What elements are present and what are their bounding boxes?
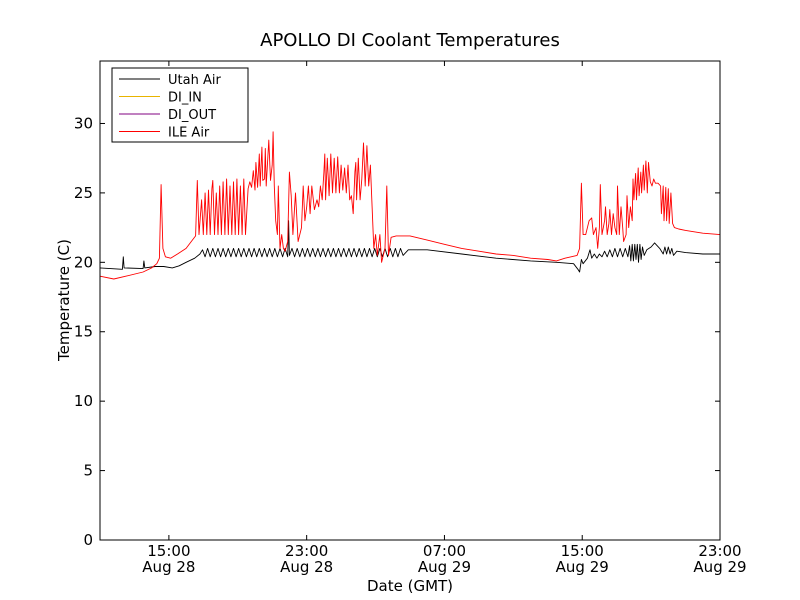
series-line-ile-air [99,131,721,280]
x-tick-label: 15:00 [561,542,604,560]
legend-label-ile-air: ILE Air [168,126,210,141]
series-line-utah-air [99,220,720,273]
x-tick-date-label: Aug 29 [418,558,471,576]
legend-label-utah-air: Utah Air [168,73,221,88]
y-tick-label: 30 [74,114,93,132]
y-axis: 0 5 10 15 20 25 30 [74,114,720,549]
legend-label-di-in: DI_IN [168,91,202,106]
legend-frame [111,67,249,143]
x-tick-label: 07:00 [423,542,466,560]
plot-frame [99,60,721,541]
y-axis-label: Temperature (C) [55,239,73,362]
y-tick-label: 5 [83,462,93,480]
legend-label-di-out: DI_OUT [168,108,216,123]
y-tick-label: 20 [74,253,93,271]
x-axis-label: Date (GMT) [367,577,453,595]
x-tick-date-label: Aug 29 [556,558,609,576]
chart-title: APOLLO DI Coolant Temperatures [260,30,560,51]
x-tick-label: 15:00 [147,542,190,560]
y-tick-label: 0 [83,531,93,549]
x-tick-label: 23:00 [285,542,328,560]
y-tick-label: 15 [74,323,93,341]
x-tick-date-label: Aug 28 [142,558,195,576]
x-tick-date-label: Aug 28 [280,558,333,576]
series-layer [99,131,721,280]
legend: Utah Air DI_IN DI_OUT ILE Air [111,67,249,143]
x-tick-label: 23:00 [698,542,741,560]
y-tick-label: 25 [74,184,93,202]
x-tick-date-label: Aug 29 [693,558,746,576]
y-tick-label: 10 [74,392,93,410]
